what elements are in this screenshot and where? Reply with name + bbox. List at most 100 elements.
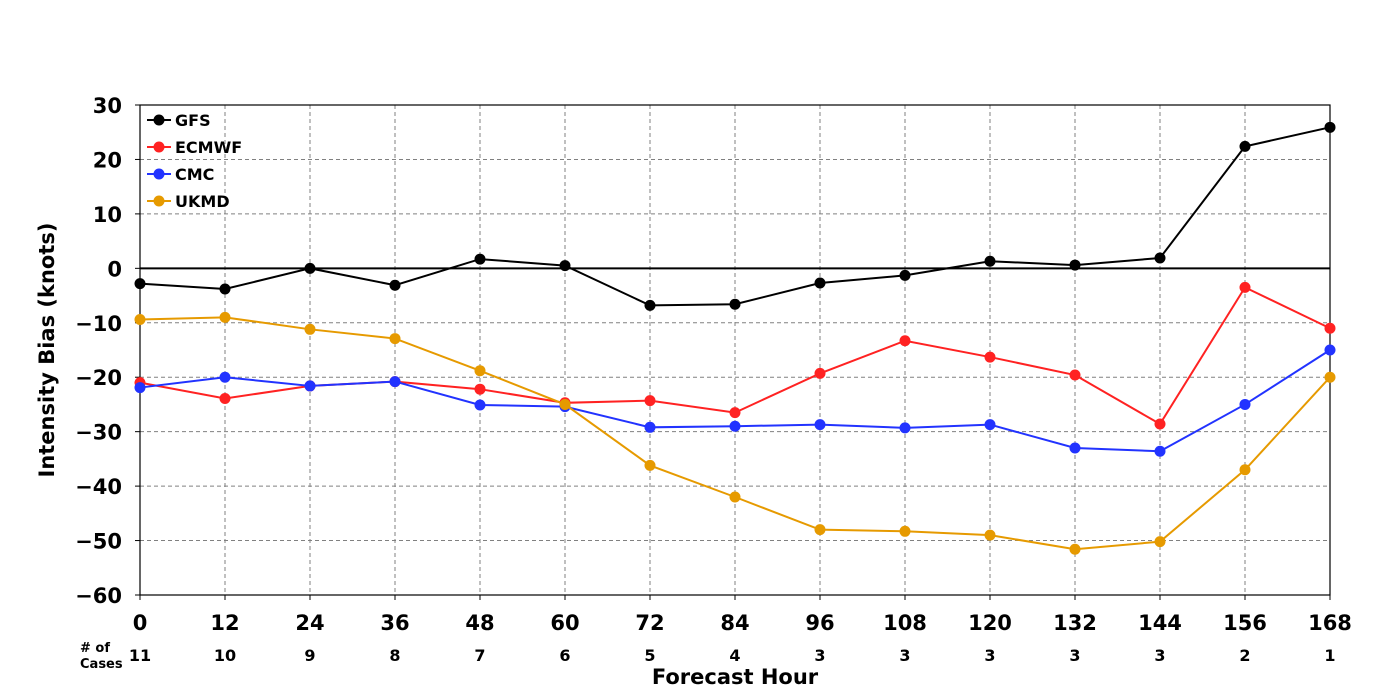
data-point-ecmwf: [644, 395, 656, 407]
data-point-gfs: [899, 269, 911, 281]
y-tick-label: 0: [107, 257, 122, 281]
y-axis-ticks: 30 20 10 0 −10 −20 −30 −40 −50 −60: [75, 94, 140, 608]
case-count-label: 8: [389, 646, 400, 665]
cases-label-line1: # of: [80, 641, 110, 656]
case-count-label: 2: [1239, 646, 1250, 665]
data-point-ukmd: [899, 525, 911, 537]
x-axis-label: Forecast Hour: [652, 665, 819, 689]
data-point-ecmwf: [474, 383, 486, 395]
x-tick-label: 36: [380, 611, 409, 635]
data-point-ecmwf: [1069, 369, 1081, 381]
case-count-label: 6: [559, 646, 570, 665]
data-point-cmc: [729, 420, 741, 432]
x-tick-label: 48: [465, 611, 494, 635]
data-point-ecmwf: [814, 367, 826, 379]
x-tick-label: 144: [1138, 611, 1182, 635]
data-point-ukmd: [559, 398, 571, 410]
data-point-cmc: [899, 422, 911, 434]
y-tick-label: −30: [75, 421, 122, 445]
data-point-ukmd: [644, 459, 656, 471]
data-point-gfs: [559, 260, 571, 272]
data-point-gfs: [134, 278, 146, 290]
data-point-cmc: [984, 419, 996, 431]
y-axis-label: Intensity Bias (knots): [35, 223, 59, 478]
data-point-ukmd: [304, 323, 316, 335]
case-count-label: 9: [304, 646, 315, 665]
y-tick-label: 20: [93, 148, 122, 172]
data-point-gfs: [474, 253, 486, 265]
y-tick-label: −50: [75, 530, 122, 554]
x-tick-label: 72: [635, 611, 664, 635]
data-point-gfs: [1239, 140, 1251, 152]
data-point-ukmd: [984, 529, 996, 541]
x-tick-label: 168: [1308, 611, 1352, 635]
case-count-label: 1: [1324, 646, 1335, 665]
y-tick-label: 30: [93, 94, 122, 118]
data-point-ukmd: [389, 333, 401, 345]
data-point-cmc: [474, 399, 486, 411]
data-point-gfs: [389, 279, 401, 291]
data-point-ukmd: [474, 365, 486, 377]
data-point-ukmd: [1154, 536, 1166, 548]
case-count-label: 4: [729, 646, 740, 665]
y-tick-label: 10: [93, 203, 122, 227]
data-point-cmc: [814, 419, 826, 431]
data-point-ukmd: [1239, 464, 1251, 476]
legend-label-ukmd: UKMD: [175, 192, 230, 211]
data-point-cmc: [644, 421, 656, 433]
data-point-ecmwf: [1324, 322, 1336, 334]
case-count-label: 3: [1069, 646, 1080, 665]
data-point-gfs: [1154, 252, 1166, 264]
x-tick-label: 60: [550, 611, 579, 635]
x-tick-label: 120: [968, 611, 1012, 635]
x-tick-label: 96: [805, 611, 834, 635]
data-point-ecmwf: [899, 335, 911, 347]
data-point-cmc: [134, 382, 146, 394]
legend-label-gfs: GFS: [175, 111, 211, 130]
x-tick-label: 108: [883, 611, 927, 635]
grid-lines: [140, 105, 1330, 595]
case-counts: 11 10 9 8 7 6 5 4 3 3 3 3 3 2 1: [129, 646, 1336, 665]
x-tick-label: 0: [133, 611, 148, 635]
data-point-ukmd: [219, 311, 231, 323]
legend-marker-gfs: [153, 114, 165, 126]
legend: GFS ECMWF CMC UKMD: [147, 111, 242, 211]
data-point-ecmwf: [1154, 418, 1166, 430]
data-point-gfs: [644, 299, 656, 311]
data-point-ukmd: [1069, 543, 1081, 555]
data-point-cmc: [1324, 344, 1336, 356]
case-count-label: 5: [644, 646, 655, 665]
data-point-gfs: [304, 262, 316, 274]
case-count-label: 3: [814, 646, 825, 665]
data-point-ukmd: [729, 491, 741, 503]
x-axis-ticks: 0 12 24 36 48 60 72 84 96 108 120 132 144 156 168: [133, 595, 1352, 635]
y-tick-label: −10: [75, 312, 122, 336]
data-point-cmc: [304, 380, 316, 392]
x-tick-label: 156: [1223, 611, 1267, 635]
x-tick-label: 84: [720, 611, 749, 635]
data-point-ecmwf: [984, 351, 996, 363]
legend-marker-cmc: [153, 168, 165, 180]
legend-label-cmc: CMC: [175, 165, 214, 184]
data-point-ecmwf: [729, 407, 741, 419]
data-point-gfs: [984, 255, 996, 267]
data-point-gfs: [219, 283, 231, 295]
case-count-label: 3: [984, 646, 995, 665]
y-tick-label: −60: [75, 584, 122, 608]
data-point-ecmwf: [219, 392, 231, 404]
data-point-gfs: [729, 298, 741, 310]
series-lines: [134, 121, 1336, 555]
data-point-cmc: [389, 376, 401, 388]
cases-label-line2: Cases: [80, 657, 123, 672]
data-point-ukmd: [134, 314, 146, 326]
data-point-ukmd: [1324, 371, 1336, 383]
data-point-cmc: [219, 371, 231, 383]
data-point-ecmwf: [1239, 281, 1251, 293]
legend-label-ecmwf: ECMWF: [175, 138, 242, 157]
data-point-cmc: [1154, 445, 1166, 457]
data-point-gfs: [814, 277, 826, 289]
data-point-cmc: [1239, 398, 1251, 410]
legend-marker-ecmwf: [153, 141, 165, 153]
case-count-label: 3: [1154, 646, 1165, 665]
